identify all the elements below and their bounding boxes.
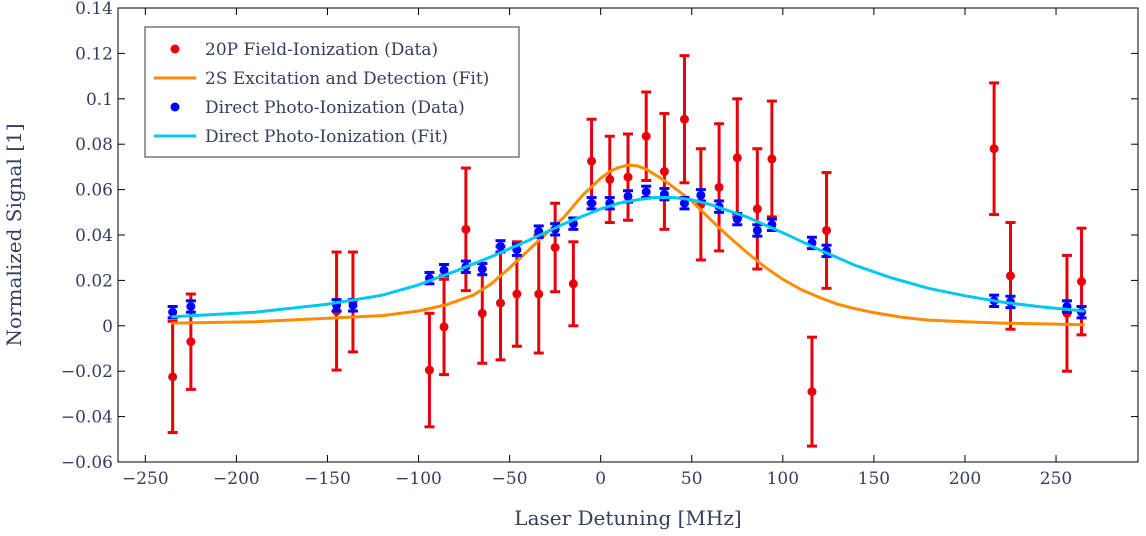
legend-entry-label: Direct Photo-Ionization (Data) xyxy=(205,98,465,118)
data-point xyxy=(587,156,597,166)
legend-box xyxy=(144,26,520,158)
legend: 20P Field-Ionization (Data) 2S Excitation… xyxy=(144,26,520,158)
data-point xyxy=(605,174,615,184)
data-point xyxy=(496,298,505,308)
legend-entry-label: Direct Photo-Ionization (Fit) xyxy=(205,127,448,147)
data-point xyxy=(568,279,578,289)
y-tick-label: 0.04 xyxy=(75,226,113,246)
data-point xyxy=(439,265,449,275)
data-point xyxy=(477,264,487,274)
data-point xyxy=(732,153,742,163)
data-point xyxy=(822,225,832,235)
y-tick-label: −0.04 xyxy=(61,408,113,428)
x-tick-label: −100 xyxy=(395,469,442,489)
data-point xyxy=(807,387,817,397)
data-point xyxy=(496,241,505,251)
data-point xyxy=(767,154,777,164)
y-tick-label: 0 xyxy=(102,317,113,337)
y-tick-label: 0.06 xyxy=(75,181,113,201)
data-point xyxy=(989,144,999,154)
data-point xyxy=(679,198,689,208)
data-point xyxy=(168,307,178,317)
data-point xyxy=(659,166,669,176)
data-point xyxy=(623,191,633,201)
ticks-layer: −250 −200 −150 −100 −50 0 50 100 150 200 250 −0.06 −… xyxy=(61,0,1138,489)
series-3 xyxy=(171,196,1085,319)
x-tick-label: 0 xyxy=(595,469,606,489)
y-tick-label: −0.06 xyxy=(61,453,113,473)
legend-marker-swatch xyxy=(170,44,180,54)
data-point xyxy=(168,372,178,382)
series-layer xyxy=(167,54,1087,448)
data-point xyxy=(641,187,651,197)
data-point xyxy=(534,289,544,299)
data-point xyxy=(348,300,358,310)
fit-line xyxy=(171,196,1085,319)
x-tick-label: 50 xyxy=(681,469,703,489)
data-point xyxy=(424,365,434,375)
series-1 xyxy=(171,163,1085,327)
data-point xyxy=(641,131,651,141)
data-point xyxy=(1077,277,1087,287)
data-point xyxy=(752,225,762,235)
data-point xyxy=(623,172,633,182)
data-point xyxy=(587,198,597,208)
data-point xyxy=(696,190,706,200)
data-point xyxy=(1006,271,1015,281)
fit-line xyxy=(171,163,1085,327)
data-point xyxy=(714,182,724,192)
x-tick-label: 200 xyxy=(949,469,981,489)
legend-entry-label: 2S Excitation and Detection (Fit) xyxy=(205,69,489,89)
legend-marker-swatch xyxy=(170,102,180,112)
x-tick-label: 100 xyxy=(767,469,799,489)
y-tick-label: −0.02 xyxy=(61,362,113,382)
data-point xyxy=(732,214,742,224)
data-point xyxy=(461,224,471,234)
x-tick-label: 250 xyxy=(1040,469,1072,489)
y-axis-label: Normalized Signal [1] xyxy=(2,123,26,346)
legend-entry-label: 20P Field-Ionization (Data) xyxy=(205,40,438,60)
data-point xyxy=(752,204,762,214)
data-point xyxy=(550,242,560,252)
x-axis-label: Laser Detuning [MHz] xyxy=(514,506,741,530)
data-point xyxy=(439,322,449,332)
x-tick-label: −200 xyxy=(213,469,260,489)
data-point xyxy=(477,308,487,318)
x-tick-label: −150 xyxy=(304,469,351,489)
y-tick-label: 0.12 xyxy=(75,44,113,64)
y-tick-label: 0.1 xyxy=(86,90,113,110)
data-point xyxy=(679,114,689,124)
x-tick-label: −250 xyxy=(122,469,169,489)
data-point xyxy=(186,337,196,347)
y-tick-label: 0.14 xyxy=(75,0,113,19)
x-tick-label: 150 xyxy=(858,469,890,489)
data-point xyxy=(512,289,522,299)
data-point xyxy=(186,302,196,312)
y-tick-label: 0.08 xyxy=(75,135,113,155)
y-tick-label: 0.02 xyxy=(75,271,113,291)
x-tick-label: −50 xyxy=(492,469,528,489)
